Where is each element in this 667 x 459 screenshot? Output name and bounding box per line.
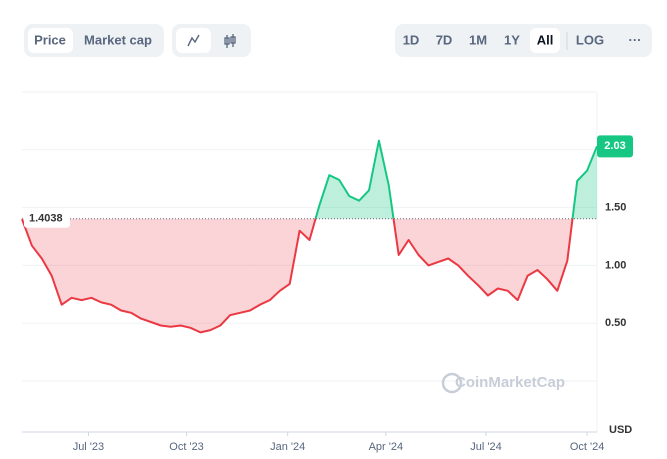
x-tick-label: Apr '24 <box>369 441 404 453</box>
y-tick-label: 1.50 <box>605 202 626 214</box>
range-button[interactable]: 1D <box>403 32 420 47</box>
range-button[interactable]: 7D <box>436 32 453 47</box>
range-active <box>530 28 560 53</box>
currency: USD <box>609 424 632 436</box>
y-tick-label: 0.50 <box>605 317 626 329</box>
line-icon <box>187 34 200 47</box>
last-price-tag <box>597 135 633 158</box>
range-button[interactable]: All <box>537 32 554 47</box>
tab[interactable]: Market cap <box>84 32 152 47</box>
x-tick-label: Oct '24 <box>570 441 605 453</box>
watermark: CoinMarketCap <box>455 374 565 391</box>
range-button[interactable]: 1Y <box>504 32 520 47</box>
log-button[interactable]: LOG <box>576 32 604 47</box>
baseline-label: 1.4038 <box>29 213 63 225</box>
price-line <box>21 139 598 334</box>
tab[interactable]: Price <box>34 32 66 47</box>
more-button[interactable]: ··· <box>629 32 642 47</box>
x-tick-label: Jan '24 <box>270 441 305 453</box>
x-tick-label: Oct '23 <box>169 441 204 453</box>
x-tick-label: Jul '24 <box>470 441 501 453</box>
baseline-label-bg <box>24 209 70 228</box>
y-tick-label: 1.00 <box>605 259 626 271</box>
x-tick-label: Jul '23 <box>73 441 104 453</box>
tab-active <box>28 28 73 53</box>
range-group <box>395 24 652 57</box>
range-button[interactable]: 1M <box>469 32 487 47</box>
candle-icon[interactable] <box>224 34 236 48</box>
watermark-logo <box>441 372 463 394</box>
last-price-label: 2.03 <box>604 140 625 152</box>
